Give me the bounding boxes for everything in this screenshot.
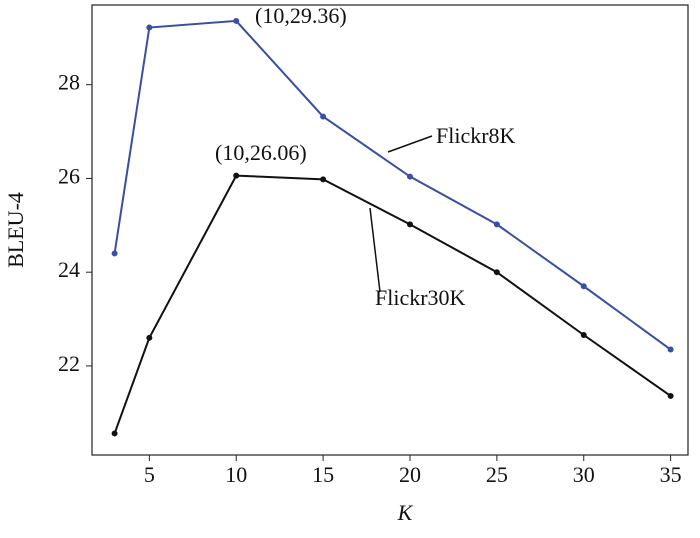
data-point [406, 173, 413, 180]
data-point [146, 24, 153, 31]
x-tick-label: 10 [225, 462, 247, 487]
data-point [111, 430, 118, 437]
leader-line [369, 207, 381, 293]
data-point [580, 283, 587, 290]
series-label: Flickr8K [436, 123, 516, 148]
x-tick-label: 25 [486, 462, 508, 487]
data-point [233, 17, 240, 24]
y-tick-label: 22 [58, 351, 80, 376]
data-point [667, 392, 674, 399]
data-point [111, 250, 118, 257]
y-axis-label: BLEU-4 [3, 192, 28, 268]
data-point [320, 176, 327, 183]
data-point [493, 221, 500, 228]
x-tick-label: 15 [312, 462, 334, 487]
data-point [320, 113, 327, 120]
leader-line [387, 135, 433, 153]
data-point [233, 172, 240, 179]
series-label: Flickr30K [375, 285, 466, 310]
x-tick-label: 30 [573, 462, 595, 487]
x-tick-label: 35 [660, 462, 682, 487]
y-tick-label: 26 [58, 163, 80, 188]
data-point [580, 332, 587, 338]
plot-frame [91, 4, 689, 456]
data-point [406, 221, 413, 228]
annotation: (10,26.06) [215, 140, 307, 165]
data-point [667, 346, 674, 353]
series-line [113, 19, 672, 351]
data-point [493, 269, 500, 276]
x-axis-label: K [397, 500, 414, 525]
y-tick-label: 28 [58, 70, 80, 95]
annotation: (10,29.36) [255, 3, 347, 28]
x-tick-label: 20 [399, 462, 421, 487]
y-tick-label: 24 [58, 257, 80, 282]
x-tick-label: 5 [144, 462, 155, 487]
series-line [113, 174, 672, 434]
data-point [146, 334, 153, 341]
